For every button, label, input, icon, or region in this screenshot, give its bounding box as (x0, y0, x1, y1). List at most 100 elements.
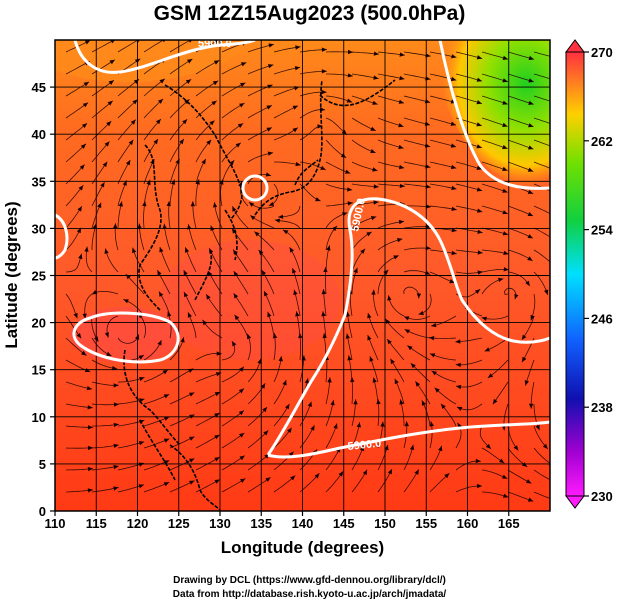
streamline-arrowhead (353, 399, 358, 405)
streamline (533, 139, 550, 147)
streamline-arrowhead (287, 427, 292, 433)
streamline-arrowhead (184, 247, 190, 253)
streamline-arrowhead (429, 336, 435, 341)
streamline-arrowhead (450, 76, 457, 82)
streamline-arrowhead (387, 339, 392, 345)
streamline-arrowhead (455, 339, 461, 344)
streamline-arrowhead (201, 158, 206, 165)
streamline-arrowhead (502, 474, 508, 479)
streamline-arrowhead (104, 332, 109, 338)
streamline-arrowhead (503, 267, 509, 272)
streamline-arrowhead (407, 345, 413, 351)
y-tick-label: 0 (39, 504, 46, 519)
streamline-arrowhead (528, 403, 534, 409)
streamline-arrowhead (455, 362, 461, 368)
streamline-arrowhead (266, 127, 272, 132)
streamline (533, 51, 550, 57)
streamline-arrowhead (554, 146, 560, 150)
streamline-arrowhead (113, 486, 119, 491)
streamline (533, 491, 550, 499)
streamline-arrowhead (179, 138, 184, 145)
streamline-arrowhead (239, 103, 245, 108)
streamline-arrowhead (195, 179, 200, 185)
streamline-arrowhead (289, 247, 294, 253)
streamline (533, 469, 550, 481)
streamline-arrowhead (295, 45, 301, 50)
streamline-arrowhead (502, 188, 508, 193)
streamline-arrowhead (138, 355, 144, 360)
streamline-arrowhead (128, 139, 134, 146)
streamline-arrowhead (272, 333, 278, 339)
streamline-arrowhead (97, 202, 102, 208)
streamline-arrowhead (373, 51, 379, 56)
streamline-arrowhead (282, 380, 287, 386)
streamline-arrowhead (503, 493, 509, 498)
streamline-arrowhead (162, 369, 168, 375)
streamline-arrowhead (380, 421, 385, 427)
streamline-arrowhead (82, 313, 87, 319)
streamline-arrowhead (360, 248, 366, 254)
warm-cell-left (70, 307, 180, 363)
streamline-arrowhead (104, 248, 109, 254)
streamline-arrowhead (449, 279, 455, 284)
streamline-arrowhead (209, 120, 215, 126)
streamline-arrowhead (183, 270, 188, 276)
streamline-arrowhead (425, 245, 431, 251)
streamline-arrowhead (73, 312, 78, 319)
streamline-arrowhead (113, 383, 119, 388)
streamline-arrowhead (367, 313, 372, 319)
map-figure: 5900.0 5900.0 5900.0 110 115 120 125 130 135 1… (32, 39, 613, 531)
streamline-arrowhead (263, 430, 269, 436)
streamline-arrowhead (356, 422, 361, 428)
streamline-arrowhead (371, 289, 376, 295)
streamline-arrowhead (233, 293, 239, 299)
streamline-arrowhead (425, 224, 431, 229)
streamline-arrowhead (404, 316, 410, 321)
streamline-arrowhead (254, 231, 260, 237)
streamline-arrowhead (383, 269, 389, 275)
contour-label: 5900.0 (347, 438, 382, 453)
streamline-arrowhead (183, 291, 189, 298)
y-tick-label: 35 (32, 174, 46, 189)
streamline-arrowhead (216, 351, 222, 356)
streamline-arrowhead (162, 223, 167, 229)
streamline-arrowhead (525, 280, 530, 287)
streamline-arrowhead (477, 483, 482, 489)
streamline-arrowhead (476, 122, 482, 127)
streamline-arrowhead (166, 201, 171, 207)
streamline-arrowhead (399, 75, 405, 81)
streamline-arrowhead (163, 438, 170, 443)
streamline-arrowhead (404, 421, 409, 427)
streamline-arrowhead (542, 443, 548, 449)
streamline-arrowhead (239, 455, 245, 461)
streamline-arrowhead (211, 100, 217, 106)
streamline-arrowhead (499, 458, 505, 464)
streamline-arrowhead (278, 356, 283, 362)
streamline-arrowhead (528, 78, 534, 83)
colorbar-bottom-arrow (565, 495, 585, 509)
x-tick-label: 110 (45, 516, 66, 531)
streamline-arrowhead (267, 151, 274, 156)
y-tick-label: 10 (32, 410, 46, 425)
streamline-arrowhead (477, 250, 483, 255)
streamline-arrowhead (373, 75, 379, 80)
streamline (533, 161, 550, 169)
streamline-arrowhead (554, 123, 560, 127)
streamline-arrowhead (477, 229, 483, 234)
streamline-arrowhead (125, 160, 131, 166)
streamline-arrowhead (238, 410, 244, 416)
streamline-arrowhead (394, 378, 399, 385)
streamline-arrowhead (290, 475, 296, 481)
colorbar-tick-label: 230 (591, 489, 613, 504)
colorbar-tick-label: 254 (591, 223, 613, 238)
streamline-arrowhead (321, 311, 326, 317)
streamline-arrowhead (474, 289, 481, 294)
streamline-arrowhead (159, 247, 164, 253)
x-tick-label: 130 (209, 516, 231, 531)
streamline-arrowhead (293, 289, 298, 296)
streamline-arrowhead (527, 234, 533, 239)
streamline-arrowhead (347, 201, 353, 206)
streamline-arrowhead (76, 227, 81, 234)
y-tick-label: 5 (39, 457, 46, 472)
streamline (533, 227, 550, 238)
